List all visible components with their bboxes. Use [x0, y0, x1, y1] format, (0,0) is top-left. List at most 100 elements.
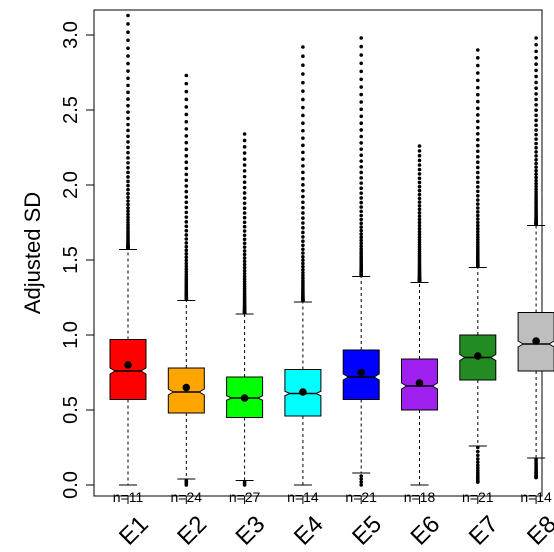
outlier-point — [359, 221, 364, 226]
outlier-point — [476, 449, 480, 454]
outlier-point — [359, 165, 364, 169]
outlier-point — [417, 235, 422, 239]
outlier-point — [534, 74, 538, 79]
outlier-point — [417, 217, 422, 222]
outlier-point — [242, 256, 247, 260]
outlier-point — [242, 169, 247, 173]
outlier-point — [534, 49, 538, 54]
outlier-point — [359, 235, 364, 240]
outlier-point — [126, 209, 130, 213]
outlier-point — [359, 121, 364, 126]
outlier-point — [476, 160, 480, 165]
outlier-point — [417, 226, 422, 231]
outlier-point — [359, 141, 364, 145]
outlier-point — [184, 210, 189, 215]
outlier-point — [476, 63, 480, 68]
outlier-point — [359, 191, 364, 195]
outlier-point — [417, 232, 422, 237]
outlier-point — [126, 165, 130, 170]
n-count-label: n=21 — [462, 489, 494, 505]
outlier-point — [242, 229, 247, 233]
outlier-point — [126, 30, 130, 35]
outlier-point — [184, 272, 189, 277]
outlier-point — [417, 203, 422, 208]
outlier-point — [534, 145, 538, 150]
outlier-point — [242, 245, 247, 249]
outlier-point — [184, 228, 189, 233]
outlier-point — [184, 127, 189, 131]
outlier-point — [476, 460, 480, 464]
outlier-point — [301, 254, 305, 259]
outlier-point — [126, 46, 130, 51]
outlier-point — [359, 241, 364, 246]
outlier-point — [126, 206, 130, 210]
outlier-point — [359, 176, 364, 180]
outlier-point — [534, 62, 538, 66]
outlier-point — [242, 174, 247, 179]
outlier-point — [184, 147, 189, 152]
outlier-point — [184, 261, 189, 266]
outlier-point — [126, 13, 130, 18]
outlier-point — [359, 92, 364, 97]
outlier-point — [534, 128, 538, 132]
outlier-point — [359, 477, 364, 481]
outlier-point — [126, 116, 130, 121]
outlier-point — [359, 480, 364, 484]
outlier-point — [126, 187, 130, 192]
outlier-point — [126, 90, 130, 95]
outlier-point — [534, 192, 538, 197]
outlier-point — [417, 149, 422, 153]
outlier-point — [534, 123, 538, 128]
outlier-point — [126, 134, 130, 139]
outlier-point — [359, 61, 364, 66]
box-E8: n=14 — [517, 36, 554, 505]
outlier-point — [359, 196, 364, 200]
outlier-point — [184, 184, 189, 188]
n-count-label: n=18 — [404, 489, 436, 505]
outlier-point — [359, 200, 364, 205]
outlier-point — [534, 457, 538, 462]
outlier-point — [476, 170, 480, 175]
n-count-label: n=11 — [113, 489, 144, 505]
outlier-point — [126, 61, 130, 66]
outlier-point — [242, 224, 247, 229]
outlier-point — [476, 202, 480, 206]
outlier-point — [242, 145, 247, 149]
outlier-point — [301, 157, 305, 162]
outlier-point — [242, 191, 247, 195]
outlier-point — [184, 154, 189, 158]
outlier-point — [534, 92, 538, 96]
outlier-point — [534, 118, 538, 123]
outlier-point — [476, 125, 480, 130]
outlier-point — [301, 89, 305, 93]
outlier-point — [359, 213, 364, 218]
x-category-label: E7 — [464, 511, 504, 551]
outlier-point — [126, 83, 130, 88]
outlier-point — [359, 247, 364, 251]
outlier-point — [242, 185, 247, 190]
outlier-point — [184, 89, 189, 94]
outlier-point — [184, 248, 189, 253]
outlier-point — [242, 277, 247, 281]
outlier-point — [476, 237, 480, 242]
outlier-point — [534, 56, 538, 60]
outlier-point — [359, 107, 364, 112]
outlier-point — [126, 212, 130, 216]
mean-point — [124, 361, 132, 369]
outlier-point — [242, 249, 247, 253]
n-count-label: n=24 — [171, 489, 203, 505]
y-tick-label: 2.0 — [60, 171, 82, 199]
x-category-label: E8 — [522, 511, 554, 551]
outlier-point — [417, 158, 422, 163]
outlier-point — [184, 140, 189, 145]
outlier-point — [242, 201, 247, 206]
outlier-point — [359, 249, 364, 254]
outlier-point — [184, 224, 189, 229]
outlier-point — [184, 241, 189, 245]
outlier-point — [301, 121, 305, 126]
outlier-point — [242, 215, 247, 220]
outlier-point — [476, 193, 480, 198]
outlier-point — [359, 483, 364, 487]
outlier-point — [301, 270, 305, 275]
outlier-point — [476, 223, 480, 228]
